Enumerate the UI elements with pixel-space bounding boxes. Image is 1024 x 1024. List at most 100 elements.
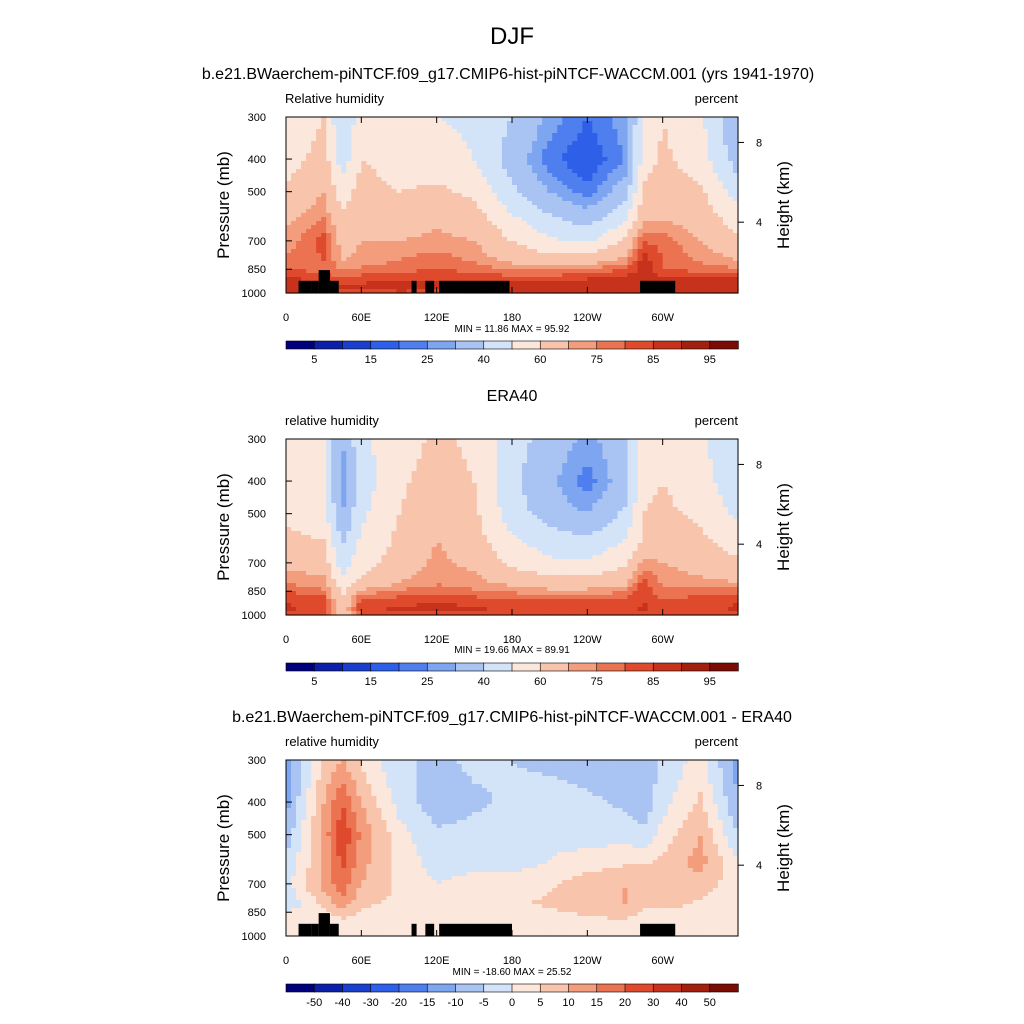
contour-cell <box>537 125 543 130</box>
contour-cell <box>291 149 297 154</box>
contour-cell <box>486 249 493 254</box>
contour-cell <box>597 153 603 158</box>
contour-cell <box>662 181 669 186</box>
contour-cell <box>627 189 634 194</box>
contour-cell <box>537 463 543 468</box>
contour-cell <box>321 141 327 146</box>
contour-cell <box>451 181 458 186</box>
contour-cell <box>316 253 322 258</box>
contour-cell <box>677 241 684 246</box>
contour-cell <box>286 153 292 158</box>
contour-cell <box>486 277 493 282</box>
contour-cell <box>366 467 372 472</box>
contour-cell <box>336 157 342 162</box>
contour-cell <box>642 181 649 186</box>
contour-cell <box>692 217 699 222</box>
contour-cell <box>306 117 312 122</box>
contour-cell <box>416 289 423 294</box>
contour-cell <box>647 193 654 198</box>
contour-cell <box>436 241 443 246</box>
contour-cell <box>346 221 352 226</box>
contour-cell <box>677 455 684 460</box>
contour-cell <box>506 125 513 130</box>
contour-cell <box>446 141 453 146</box>
contour-cell <box>336 233 342 238</box>
contour-cell <box>341 233 347 238</box>
contour-cell <box>341 117 347 122</box>
contour-cell <box>486 205 493 210</box>
contour-cell <box>356 209 362 214</box>
contour-cell <box>326 173 332 178</box>
contour-cell <box>386 121 393 126</box>
contour-cell <box>416 185 423 190</box>
contour-cell <box>296 221 302 226</box>
contour-cell <box>321 459 327 464</box>
contour-cell <box>687 277 694 282</box>
contour-cell <box>416 145 423 150</box>
contour-cell <box>356 129 362 134</box>
contour-cell <box>612 205 619 210</box>
contour-cell <box>662 197 669 202</box>
contour-cell <box>702 265 709 270</box>
contour-cell <box>582 173 588 178</box>
contour-cell <box>692 213 699 218</box>
contour-cell <box>537 217 543 222</box>
contour-cell <box>607 205 614 210</box>
contour-cell <box>712 229 719 234</box>
contour-cell <box>532 467 538 472</box>
contour-cell <box>441 125 448 130</box>
contour-cell <box>622 447 629 452</box>
contour-cell <box>316 189 322 194</box>
contour-cell <box>692 189 699 194</box>
contour-cell <box>481 177 488 182</box>
contour-cell <box>341 265 347 270</box>
contour-cell <box>712 277 719 282</box>
contour-cell <box>567 129 573 134</box>
contour-cell <box>532 257 538 262</box>
contour-cell <box>431 459 438 464</box>
contour-cell <box>486 185 493 190</box>
contour-cell <box>597 261 603 266</box>
contour-cell <box>627 141 634 146</box>
contour-cell <box>341 213 347 218</box>
contour-cell <box>466 129 473 134</box>
contour-cell <box>311 221 317 226</box>
contour-cell <box>712 161 719 166</box>
contour-cell <box>632 141 639 146</box>
contour-cell <box>512 241 518 246</box>
contour-cell <box>732 225 739 230</box>
contour-cell <box>712 237 719 242</box>
contour-cell <box>291 475 297 480</box>
contour-cell <box>356 475 362 480</box>
contour-cell <box>537 443 543 448</box>
contour-cell <box>552 463 558 468</box>
contour-cell <box>712 165 719 170</box>
contour-cell <box>326 189 332 194</box>
contour-cell <box>506 137 513 142</box>
contour-cell <box>622 141 629 146</box>
contour-cell <box>371 165 377 170</box>
contour-cell <box>627 229 634 234</box>
contour-cell <box>597 459 603 464</box>
contour-cell <box>587 459 593 464</box>
contour-cell <box>552 117 558 122</box>
contour-cell <box>426 261 433 266</box>
contour-cell <box>587 447 593 452</box>
contour-cell <box>727 257 734 262</box>
contour-cell <box>426 451 433 456</box>
contour-cell <box>361 265 367 270</box>
contour-cell <box>411 185 418 190</box>
contour-cell <box>416 443 423 448</box>
contour-cell <box>431 241 438 246</box>
contour-cell <box>732 197 739 202</box>
contour-cell <box>316 451 322 456</box>
contour-cell <box>632 161 639 166</box>
contour-cell <box>341 289 347 294</box>
contour-cell <box>496 205 503 210</box>
contour-cell <box>371 169 377 174</box>
contour-cell <box>356 201 362 206</box>
contour-cell <box>461 201 468 206</box>
contour-cell <box>642 257 649 262</box>
contour-cell <box>391 169 398 174</box>
contour-cell <box>602 141 609 146</box>
